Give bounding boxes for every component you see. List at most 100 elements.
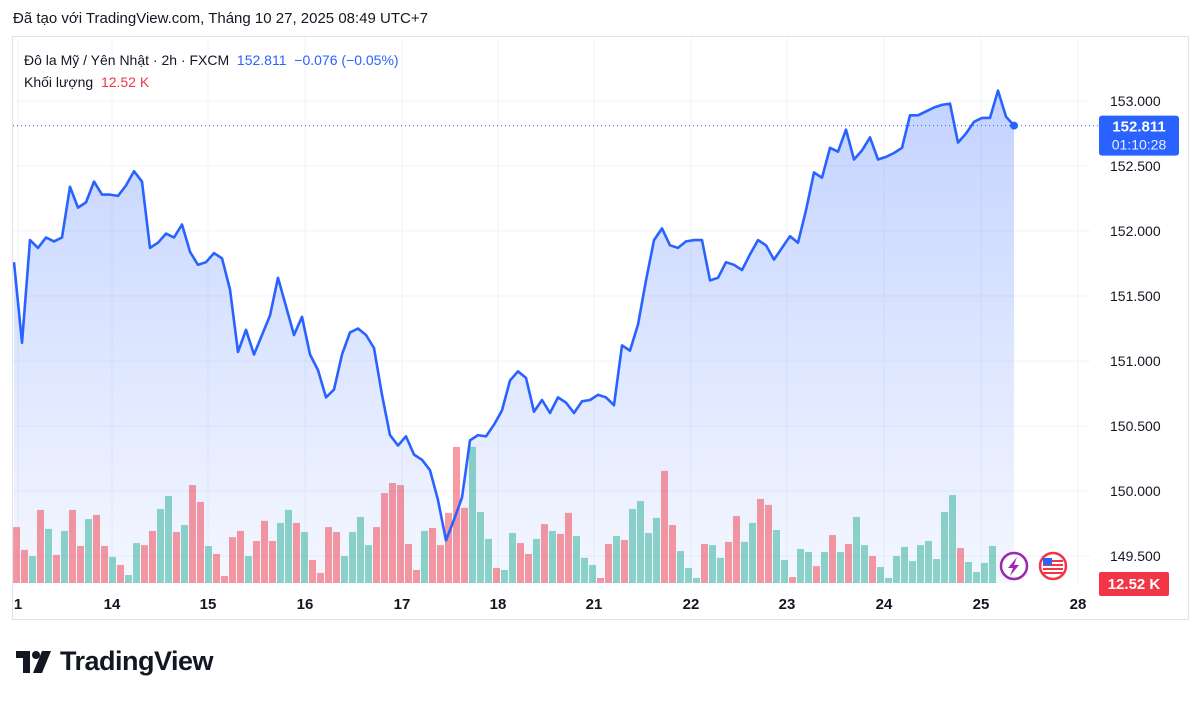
volume-bar bbox=[541, 524, 548, 583]
flag-canton bbox=[1043, 558, 1052, 565]
volume-bar bbox=[669, 525, 676, 583]
volume-bar bbox=[573, 535, 580, 583]
volume-bar bbox=[141, 545, 148, 583]
volume-bar bbox=[477, 511, 484, 583]
legend-symbol-row: Đô la Mỹ / Yên Nhật · 2h · FXCM 152.811 … bbox=[24, 49, 399, 71]
volume-bar bbox=[13, 527, 20, 583]
volume-bar bbox=[333, 532, 340, 583]
volume-bar bbox=[245, 556, 252, 583]
volume-bar bbox=[229, 537, 236, 583]
volume-bar bbox=[589, 564, 596, 583]
x-tick-label: 14 bbox=[104, 596, 121, 613]
volume-bar bbox=[933, 559, 940, 583]
x-tick-label: 15 bbox=[200, 596, 217, 613]
legend: Đô la Mỹ / Yên Nhật · 2h · FXCM 152.811 … bbox=[24, 49, 399, 93]
volume-bar bbox=[93, 514, 100, 583]
volume-bar bbox=[581, 557, 588, 583]
volume-bar bbox=[565, 512, 572, 583]
symbol-title[interactable]: Đô la Mỹ / Yên Nhật · 2h · FXCM bbox=[24, 52, 230, 68]
volume-bar bbox=[677, 551, 684, 583]
volume-bar bbox=[365, 545, 372, 583]
y-tick-label: 151.500 bbox=[1110, 288, 1161, 304]
volume-bar bbox=[501, 569, 508, 583]
volume-bar bbox=[741, 541, 748, 583]
volume-bar bbox=[413, 569, 420, 583]
volume-bar bbox=[45, 528, 52, 583]
flag-stripe bbox=[1043, 560, 1063, 562]
volume-bar bbox=[189, 485, 196, 583]
volume-bar bbox=[509, 533, 516, 583]
legend-volume-row: Khối lượng 12.52 K bbox=[24, 71, 399, 93]
volume-label[interactable]: Khối lượng bbox=[24, 74, 94, 90]
volume-bar bbox=[469, 446, 476, 583]
volume-bar bbox=[237, 530, 244, 583]
volume-bar bbox=[621, 540, 628, 583]
volume-bar bbox=[597, 577, 604, 583]
volume-bar bbox=[981, 562, 988, 583]
icon-bolt bbox=[1008, 557, 1019, 576]
volume-bar bbox=[925, 540, 932, 583]
created-with-caption: Đã tạo với TradingView.com, Tháng 10 27,… bbox=[13, 10, 428, 27]
y-tick-label: 149.500 bbox=[1110, 548, 1161, 564]
volume-bar bbox=[309, 559, 316, 583]
tradingview-logo[interactable]: TradingView bbox=[16, 646, 214, 677]
volume-bar bbox=[461, 507, 468, 583]
volume-bar bbox=[853, 517, 860, 583]
volume-bar bbox=[533, 538, 540, 583]
volume-bar bbox=[869, 556, 876, 583]
volume-bar bbox=[693, 577, 700, 583]
last-price-dot bbox=[1010, 121, 1018, 130]
volume-bar bbox=[765, 504, 772, 583]
volume-bar bbox=[197, 501, 204, 583]
logo-text: TradingView bbox=[60, 646, 214, 676]
x-tick-label: 1 bbox=[14, 596, 22, 613]
volume-bar bbox=[797, 548, 804, 583]
price-line bbox=[13, 89, 1015, 542]
volume-bar bbox=[493, 567, 500, 583]
volume-bar bbox=[949, 495, 956, 583]
volume-bar bbox=[277, 522, 284, 583]
volume-bar bbox=[757, 498, 764, 583]
volume-bar bbox=[445, 512, 452, 583]
volume-bar bbox=[213, 554, 220, 583]
volume-badge-bg bbox=[1099, 572, 1169, 596]
volume-bar bbox=[637, 501, 644, 583]
volume-bar bbox=[645, 533, 652, 583]
volume-bar bbox=[557, 533, 564, 583]
volume-bar bbox=[813, 566, 820, 583]
volume-bar bbox=[165, 496, 172, 583]
volume-bar bbox=[917, 545, 924, 583]
volume-bar bbox=[77, 546, 84, 583]
volume-bar bbox=[837, 551, 844, 583]
volume-bar bbox=[253, 540, 260, 583]
flag-stripe bbox=[1043, 564, 1063, 566]
volume-bar bbox=[773, 530, 780, 583]
volume-bar bbox=[437, 545, 444, 583]
volume-bar bbox=[109, 556, 116, 583]
volume-bar bbox=[133, 543, 140, 583]
volume-bar bbox=[285, 509, 292, 583]
y-tick-label: 153.000 bbox=[1110, 93, 1161, 109]
volume-bar bbox=[845, 543, 852, 583]
volume-bar bbox=[389, 483, 396, 583]
x-tick-label: 25 bbox=[973, 596, 990, 613]
volume-bar bbox=[717, 557, 724, 583]
flag-stripe bbox=[1043, 568, 1063, 570]
x-tick-label: 23 bbox=[779, 596, 796, 613]
volume-bar bbox=[901, 546, 908, 583]
volume-bar bbox=[653, 517, 660, 583]
volume-bar bbox=[525, 554, 532, 583]
volume-bar bbox=[293, 522, 300, 583]
price-badge-price: 152.811 bbox=[1112, 119, 1165, 136]
us-flag-icon[interactable] bbox=[1038, 551, 1068, 581]
y-tick-label: 152.500 bbox=[1110, 158, 1161, 174]
x-tick-label: 17 bbox=[394, 596, 411, 613]
lightning-event-icon[interactable] bbox=[999, 551, 1029, 581]
volume-value: 12.52 K bbox=[100, 74, 150, 90]
volume-bar bbox=[989, 545, 996, 583]
volume-bar bbox=[685, 567, 692, 583]
volume-bar bbox=[893, 556, 900, 583]
volume-bar bbox=[829, 535, 836, 583]
